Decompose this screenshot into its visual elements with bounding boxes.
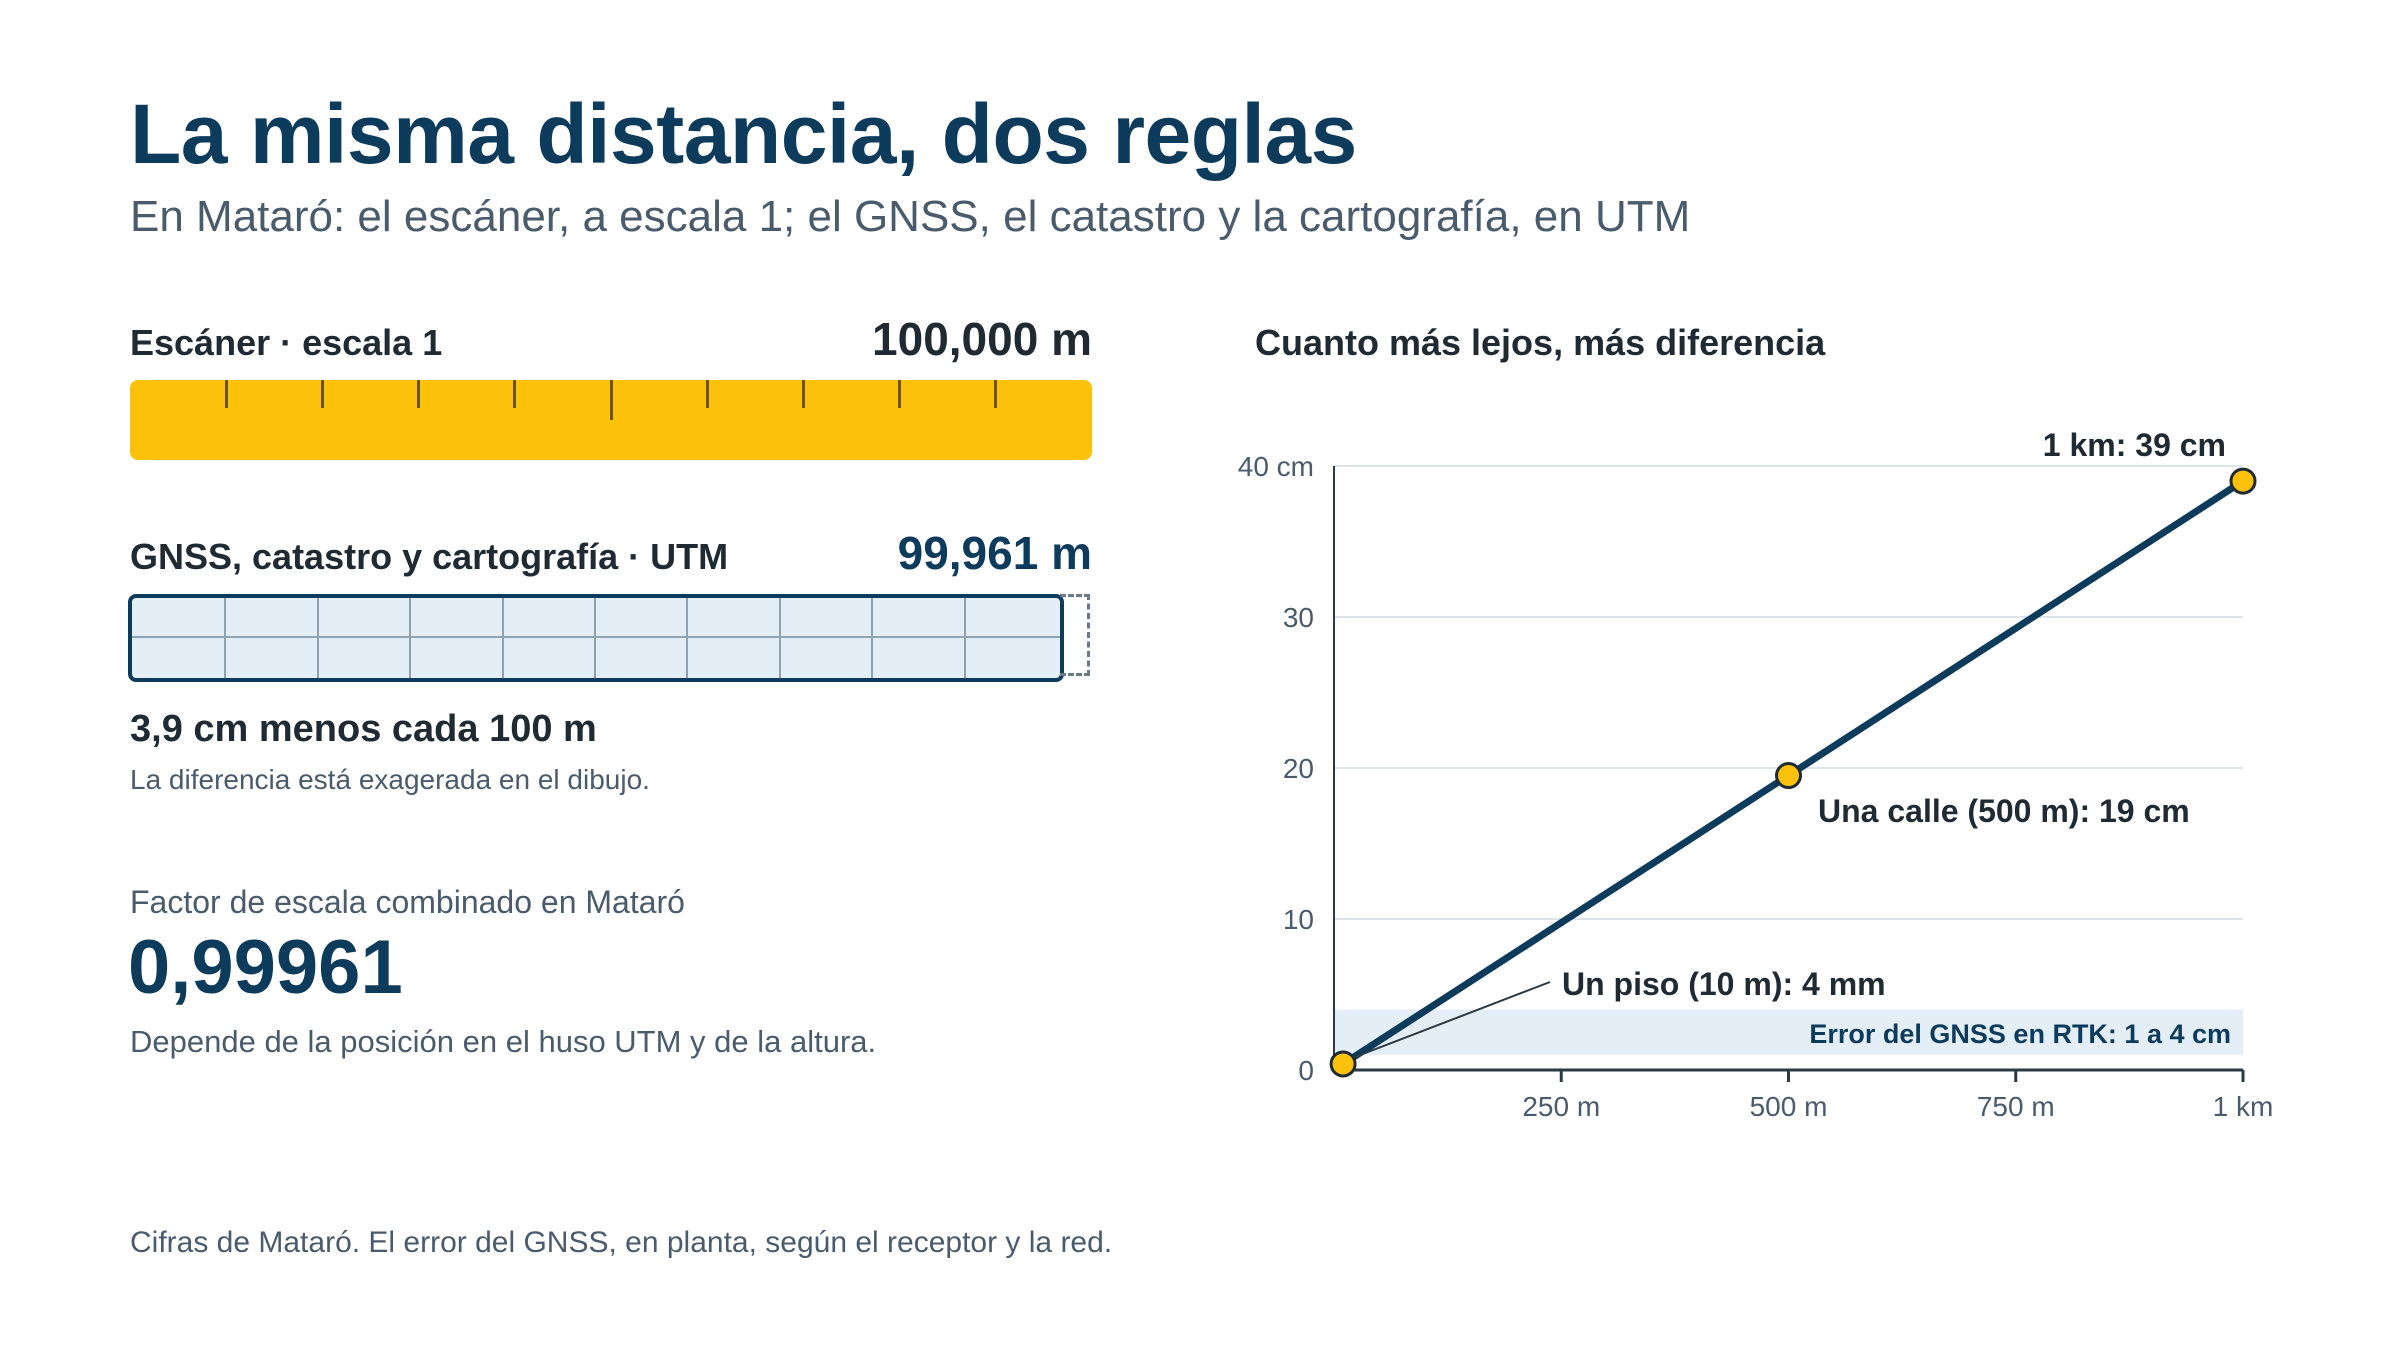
utm-ruler-missing-segment xyxy=(1060,594,1090,676)
utm-ruler-gridline xyxy=(316,598,319,678)
scanner-ruler-bar xyxy=(130,380,1092,460)
scanner-ruler-tick xyxy=(705,380,709,408)
utm-ruler-bar xyxy=(128,594,1064,682)
scanner-ruler-tick xyxy=(513,380,517,408)
data-label: Una calle (500 m): 19 cm xyxy=(1818,793,2190,829)
utm-ruler-label: GNSS, catastro y cartografía · UTM xyxy=(130,536,729,577)
utm-ruler-gridline xyxy=(409,598,412,678)
utm-ruler-value: 99,961 m xyxy=(897,527,1092,579)
chart-title: Cuanto más lejos, más diferencia xyxy=(1255,322,1826,363)
utm-ruler-gridline xyxy=(501,598,504,678)
page-title: La misma distancia, dos reglas xyxy=(130,87,1357,181)
difference-text: 3,9 cm menos cada 100 m xyxy=(130,708,597,750)
x-tick-label: 500 m xyxy=(1750,1091,1828,1122)
utm-ruler-gridline xyxy=(778,598,781,678)
y-tick-label: 0 xyxy=(1298,1055,1314,1086)
x-tick-label: 1 km xyxy=(2213,1091,2274,1122)
utm-ruler-gridline xyxy=(686,598,689,678)
y-tick-label: 30 xyxy=(1283,602,1314,633)
data-point xyxy=(1329,1050,1357,1078)
utm-ruler-gridline xyxy=(963,598,966,678)
scale-factor-value: 0,99961 xyxy=(128,925,403,1010)
y-tick-label: 10 xyxy=(1283,904,1314,935)
utm-ruler-gridline xyxy=(871,598,874,678)
scanner-ruler-tick xyxy=(417,380,421,408)
scanner-ruler-tick xyxy=(224,380,228,408)
y-tick-label: 40 cm xyxy=(1238,451,1314,482)
x-tick-label: 750 m xyxy=(1977,1091,2055,1122)
utm-ruler-gridline xyxy=(594,598,596,678)
scanner-ruler-value: 100,000 m xyxy=(872,313,1092,365)
scanner-ruler-tick xyxy=(898,380,902,408)
scanner-ruler-tick xyxy=(994,380,998,408)
utm-ruler-gridline xyxy=(132,636,1060,638)
scanner-ruler-tick xyxy=(609,380,613,420)
scanner-ruler-tick xyxy=(801,380,805,408)
annotation-leader xyxy=(1346,981,1551,1061)
page-subtitle: En Mataró: el escáner, a escala 1; el GN… xyxy=(130,192,1691,241)
scale-factor-label: Factor de escala combinado en Mataró xyxy=(130,884,685,920)
scanner-ruler-tick xyxy=(320,380,324,408)
data-point xyxy=(1775,762,1802,790)
utm-ruler-gridline xyxy=(224,598,227,678)
scanner-ruler-label: Escáner · escala 1 xyxy=(130,322,443,363)
gnss-error-band-label: Error del GNSS en RTK: 1 a 4 cm xyxy=(1809,1019,2231,1049)
footnote: Cifras de Mataró. El error del GNSS, en … xyxy=(130,1226,1113,1259)
y-tick-label: 20 xyxy=(1283,753,1314,784)
difference-note: La diferencia está exagerada en el dibuj… xyxy=(130,764,650,795)
gnss-error-band xyxy=(1334,1009,2243,1055)
data-label: 1 km: 39 cm xyxy=(2043,427,2226,463)
x-tick-label: 250 m xyxy=(1522,1091,1600,1122)
data-point xyxy=(2229,467,2257,495)
scale-factor-note: Depende de la posición en el huso UTM y … xyxy=(130,1024,877,1059)
data-label: Un piso (10 m): 4 mm xyxy=(1562,966,1886,1002)
